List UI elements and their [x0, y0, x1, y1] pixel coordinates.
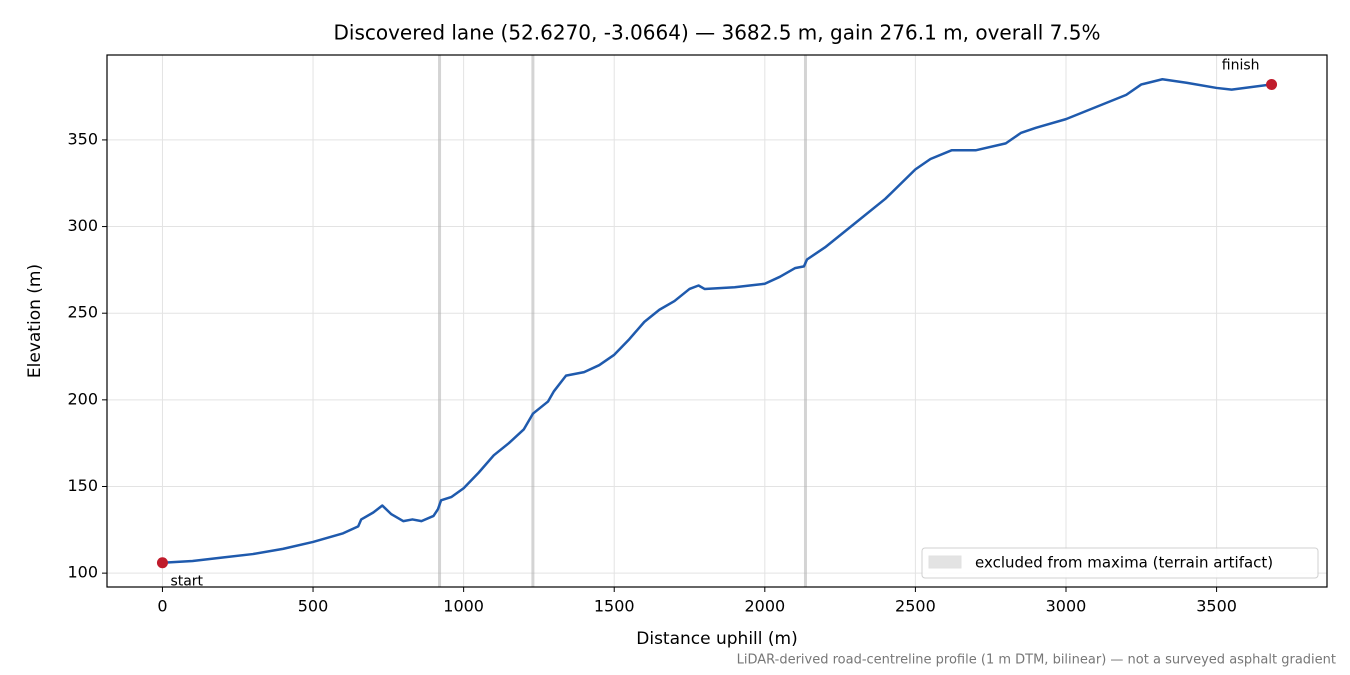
legend-box — [921, 547, 1319, 579]
y-tick-label: 100 — [67, 563, 98, 582]
plot-frame — [106, 54, 1328, 588]
x-tick-label: 0 — [157, 597, 167, 616]
excluded-band — [438, 55, 442, 587]
endpoint-marker — [156, 557, 168, 569]
excluded-band — [803, 55, 807, 587]
x-tick-label: 2500 — [895, 597, 936, 616]
x-tick-label: 1500 — [594, 597, 635, 616]
endpoint-marker — [1266, 78, 1278, 90]
y-tick-label: 250 — [67, 303, 98, 322]
elevation-line — [162, 78, 1272, 564]
y-tick-label: 300 — [67, 216, 98, 235]
endpoint-label: start — [170, 574, 203, 590]
x-tick-label: 500 — [298, 597, 329, 616]
excluded-band — [531, 55, 535, 587]
footnote: LiDAR-derived road-centreline profile (1… — [737, 653, 1336, 668]
y-tick-label: 200 — [67, 389, 98, 408]
x-tick-label: 3000 — [1046, 597, 1087, 616]
y-tick-label: 150 — [67, 476, 98, 495]
chart-title: Discovered lane (52.6270, -3.0664) — 368… — [333, 21, 1100, 45]
legend: excluded from maxima (terrain artifact) — [921, 547, 1319, 579]
x-tick-label: 1000 — [443, 597, 484, 616]
y-tick-label: 350 — [67, 129, 98, 148]
x-tick-label: 2000 — [744, 597, 785, 616]
legend-label: excluded from maxima (terrain artifact) — [975, 554, 1273, 572]
legend-swatch — [928, 555, 962, 569]
x-axis-label: Distance uphill (m) — [636, 629, 797, 649]
x-tick-label: 3500 — [1196, 597, 1237, 616]
endpoint-label: finish — [1222, 57, 1260, 73]
y-axis-label: Elevation (m) — [25, 264, 45, 378]
